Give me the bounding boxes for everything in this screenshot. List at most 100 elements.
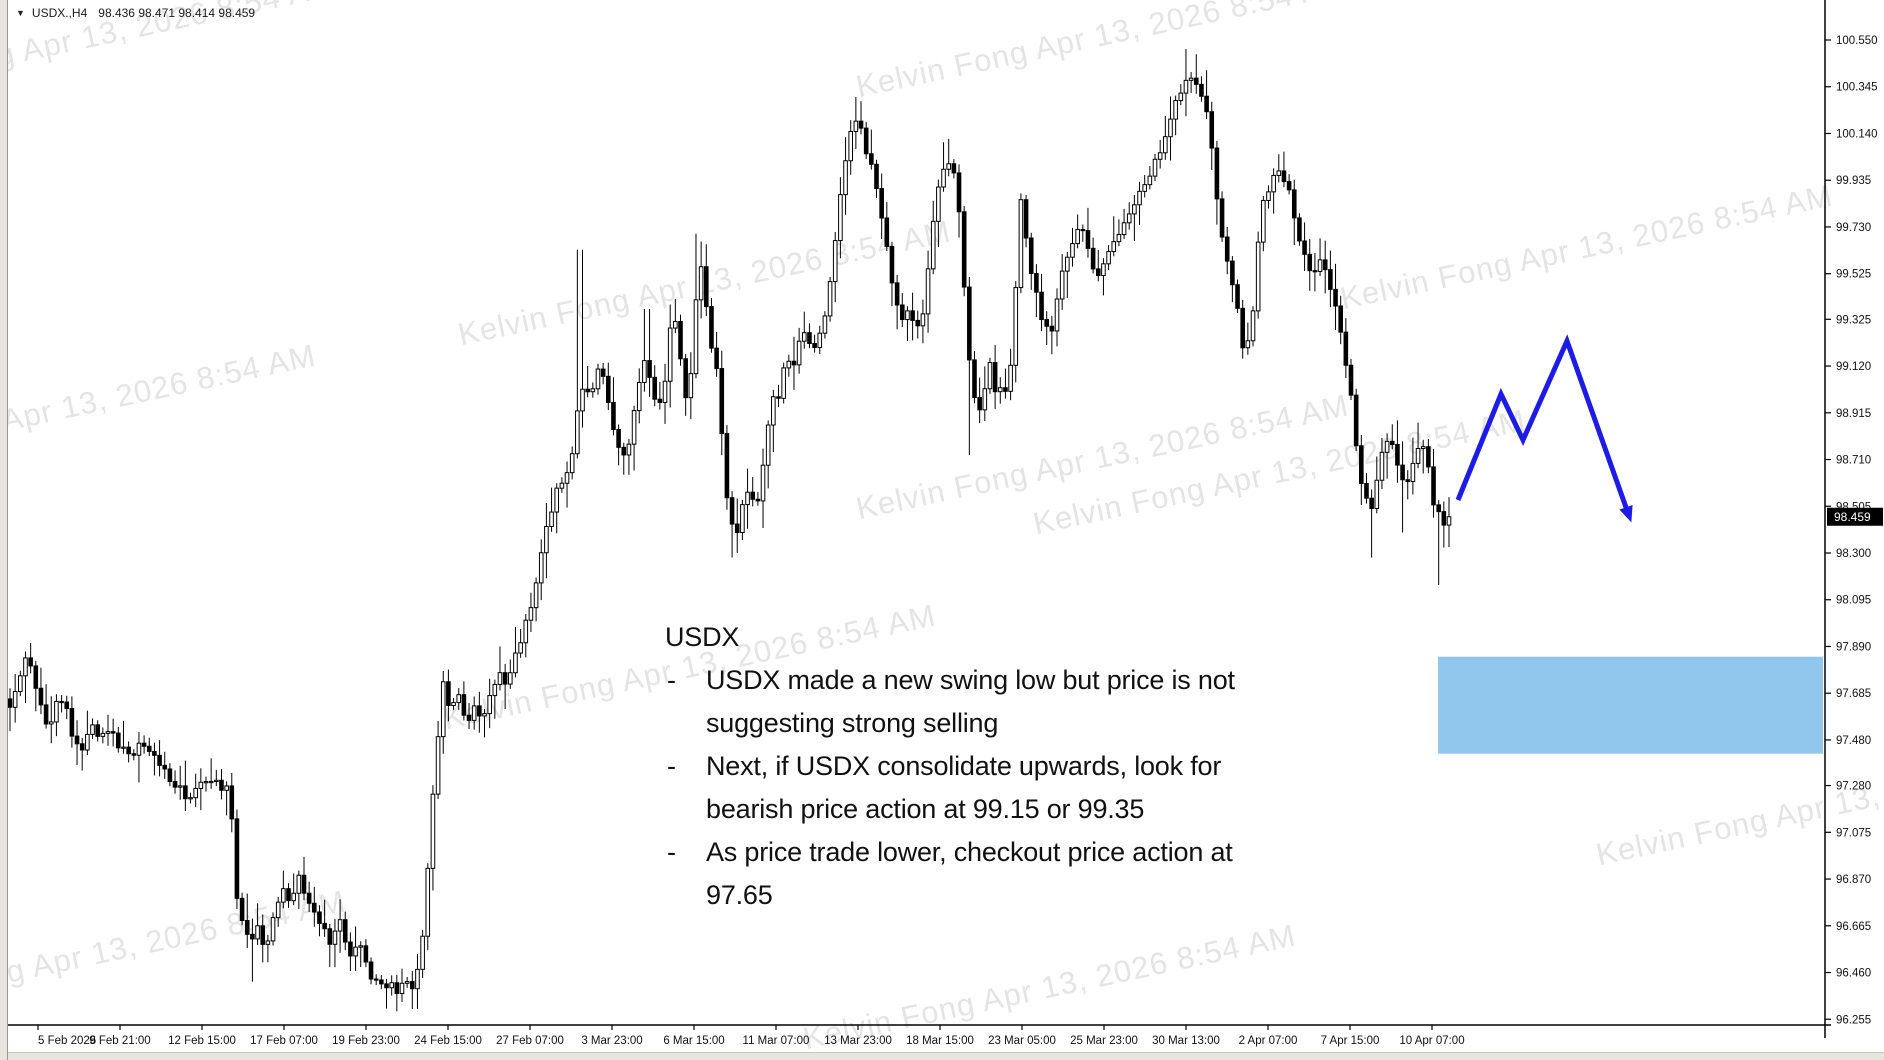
candle-bear <box>899 304 905 321</box>
dropdown-arrow-icon[interactable]: ▼ <box>16 8 25 18</box>
candle-bear <box>38 687 44 706</box>
candle-bull <box>544 525 549 554</box>
price-label: 98.300 <box>1836 548 1871 560</box>
current-price-value: 98.459 <box>1834 510 1871 524</box>
price-label: 97.075 <box>1836 827 1871 839</box>
candle-bull <box>740 504 745 534</box>
candle-bear <box>1359 445 1364 485</box>
candle-bull <box>440 681 446 738</box>
candle-bear <box>239 897 245 922</box>
candle-bull <box>451 702 456 707</box>
candle-bull <box>1271 174 1276 193</box>
candle-bear <box>1291 189 1297 219</box>
note-text: USDX made a new swing low but price is n… <box>706 665 1235 695</box>
candle-bear <box>110 731 116 734</box>
candle-bear <box>1338 305 1343 333</box>
candle-bear <box>791 360 797 366</box>
candle-bear <box>709 306 714 349</box>
candle-bull <box>698 266 704 301</box>
candle-bear <box>621 446 627 456</box>
time-label: 30 Mar 13:00 <box>1152 1035 1220 1047</box>
candle-bear <box>219 779 224 791</box>
candle-bull <box>564 472 570 484</box>
bullet-dash: - <box>667 837 676 867</box>
candle-bear <box>286 888 291 902</box>
candle-bull <box>188 797 193 800</box>
candle-bull <box>18 675 23 693</box>
time-label: 24 Feb 15:00 <box>414 1035 482 1047</box>
candle-bear <box>1080 228 1086 232</box>
candle-bear <box>250 933 255 940</box>
candle-bear <box>1395 444 1400 466</box>
candle-bear <box>1224 236 1230 262</box>
candle-bull <box>595 368 601 390</box>
candle-bull <box>559 482 565 489</box>
candle-bull <box>255 925 260 940</box>
time-label: 7 Apr 15:00 <box>1321 1035 1380 1047</box>
candle-bear <box>1441 511 1447 526</box>
candle-bear <box>1219 198 1225 238</box>
time-label: 9 Feb 21:00 <box>89 1035 150 1047</box>
candle-bull <box>513 652 518 674</box>
candle-bear <box>131 753 137 756</box>
candle-bull <box>415 968 420 990</box>
candle-bull <box>765 424 771 466</box>
candle-bull <box>575 410 580 455</box>
candle-bear <box>894 282 900 306</box>
candle-bull <box>838 194 843 242</box>
candle-bull <box>121 746 126 749</box>
candle-bear <box>652 376 658 400</box>
candle-bull <box>580 388 585 412</box>
candle-bull <box>492 683 498 697</box>
candle-bear <box>776 396 781 399</box>
candle-bull <box>1255 241 1261 312</box>
candle-bear <box>1044 319 1049 327</box>
price-axis[interactable]: 100.550 100.345 100.140 99.935 99.730 99.525 9… <box>1825 35 1878 1026</box>
candle-bear <box>714 347 719 370</box>
price-label: 97.890 <box>1836 641 1871 653</box>
candle-bull <box>549 511 554 527</box>
time-label: 23 Mar 05:00 <box>988 1035 1056 1047</box>
candle-bull <box>471 705 477 721</box>
candle-bear <box>183 785 188 800</box>
candle-bear <box>972 359 977 399</box>
note-text: Next, if USDX consolidate upwards, look … <box>706 751 1222 781</box>
candle-bear <box>1028 237 1034 275</box>
candle-bull <box>353 946 358 957</box>
candle-bull <box>1446 516 1452 526</box>
analysis-note: USDX - USDX made a new swing low but price… <box>665 616 1235 917</box>
candle-bull <box>817 332 823 348</box>
candle-bull <box>291 892 296 902</box>
price-label: 97.480 <box>1836 735 1871 747</box>
candle-bear <box>234 818 240 899</box>
candle-bull <box>1126 213 1132 224</box>
candle-bear <box>585 388 590 393</box>
candle-bull <box>1111 241 1117 253</box>
candle-bear <box>1343 331 1349 366</box>
candle-bear <box>502 672 508 685</box>
candle-bear <box>466 714 472 721</box>
note-text: bearish price action at 99.15 or 99.35 <box>706 794 1145 824</box>
candle-bull <box>1163 136 1168 154</box>
candle-bull <box>100 732 106 737</box>
candle-bear <box>33 665 39 689</box>
window-left-border <box>0 0 8 1060</box>
candle-bear <box>884 217 890 247</box>
time-label: 12 Feb 15:00 <box>168 1035 236 1047</box>
candle-bear <box>1204 95 1209 113</box>
candle-bear <box>874 163 879 190</box>
price-label: 96.870 <box>1836 874 1871 886</box>
candle-bull <box>12 691 18 708</box>
candle-bear <box>1209 111 1215 149</box>
candle-bull <box>528 607 534 621</box>
time-label: 17 Feb 07:00 <box>250 1035 318 1047</box>
candle-bull <box>590 388 596 393</box>
candle-bull <box>1106 251 1111 265</box>
time-label: 18 Mar 15:00 <box>906 1035 974 1047</box>
candle-bull <box>425 867 431 937</box>
candle-bear <box>1431 466 1436 506</box>
candle-bull <box>482 713 487 717</box>
candle-bull <box>1013 287 1019 366</box>
